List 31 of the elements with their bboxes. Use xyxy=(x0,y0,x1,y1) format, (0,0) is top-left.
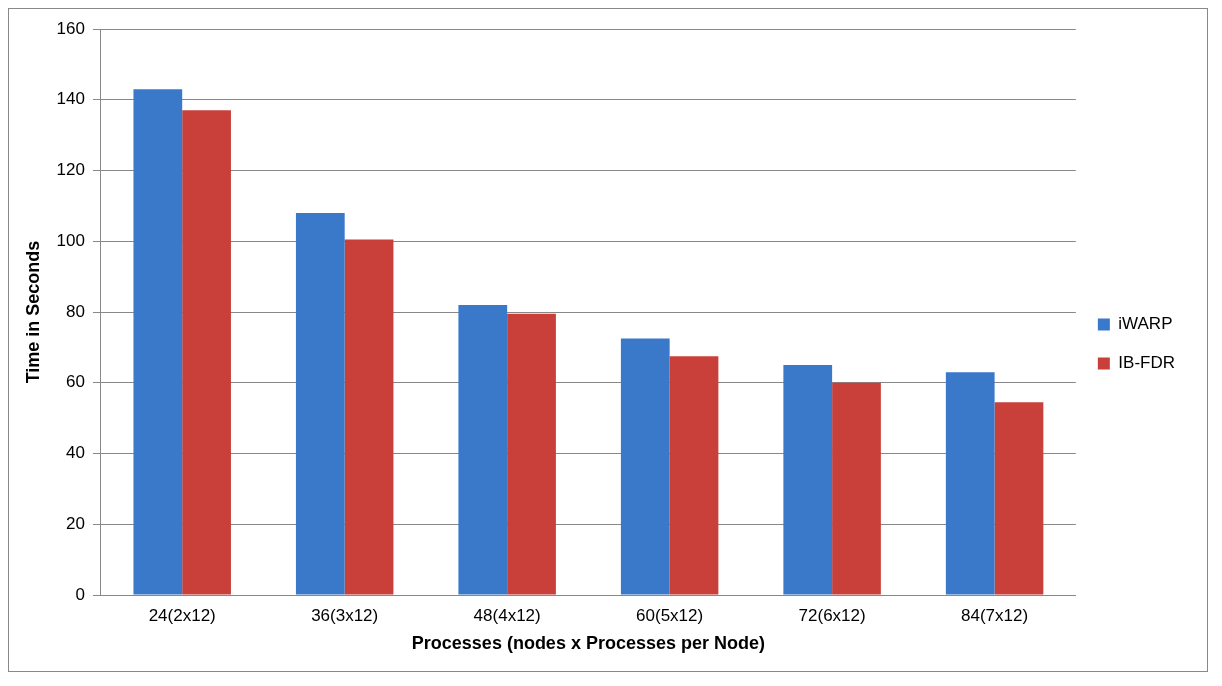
bar xyxy=(994,402,1044,595)
bar xyxy=(458,304,508,595)
bar xyxy=(945,372,995,595)
x-tick-label: 36(3x12) xyxy=(311,605,379,625)
bar xyxy=(133,89,183,595)
bar xyxy=(344,239,394,595)
x-tick-label: 24(2x12) xyxy=(148,605,216,625)
x-axis-title: Processes (nodes x Processes per Node) xyxy=(411,633,765,654)
y-tick-label: 20 xyxy=(66,513,85,533)
y-tick-label: 100 xyxy=(56,230,85,250)
y-tick-label: 60 xyxy=(66,372,85,392)
y-axis-title: Time in Seconds xyxy=(22,240,43,384)
y-tick-label: 40 xyxy=(66,443,85,463)
bar xyxy=(507,313,556,595)
y-tick-label: 160 xyxy=(56,18,85,38)
legend-label: iWARP xyxy=(1118,314,1173,334)
y-tick-label: 140 xyxy=(56,89,85,109)
x-tick-label: 60(5x12) xyxy=(636,605,704,625)
x-tick-label: 84(7x12) xyxy=(961,605,1029,625)
bar xyxy=(182,110,231,595)
bar xyxy=(669,356,719,595)
bar xyxy=(832,382,881,595)
legend-label: IB-FDR xyxy=(1118,353,1176,373)
bar xyxy=(295,212,345,595)
y-tick-label: 80 xyxy=(66,301,85,321)
x-tick-label: 72(6x12) xyxy=(798,605,866,625)
x-tick-label: 48(4x12) xyxy=(473,605,541,625)
y-tick-label: 0 xyxy=(75,584,85,604)
y-tick-label: 120 xyxy=(56,160,85,180)
bar xyxy=(783,365,833,595)
bar xyxy=(620,338,670,595)
